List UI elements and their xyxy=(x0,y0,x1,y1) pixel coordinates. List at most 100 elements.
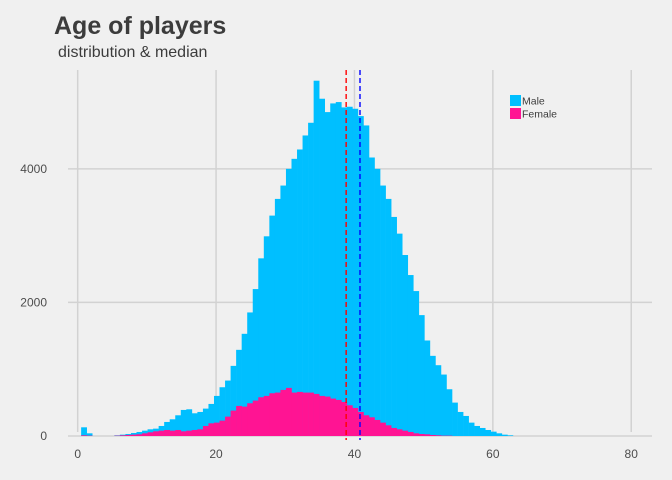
legend-swatch-female xyxy=(510,108,521,119)
bar-male xyxy=(297,149,303,436)
bar-male xyxy=(357,116,364,436)
bar-male xyxy=(368,157,375,436)
bar-male xyxy=(241,333,248,436)
legend: Male Female xyxy=(510,95,557,121)
bar-male xyxy=(169,419,176,436)
legend-label-female: Female xyxy=(522,109,557,121)
x-tick-label: 80 xyxy=(625,447,639,461)
bar-female xyxy=(402,430,409,436)
bar-male xyxy=(197,411,204,436)
bar-female xyxy=(142,433,148,436)
bar-male xyxy=(86,433,93,436)
bar-male xyxy=(496,433,503,436)
bar-female xyxy=(374,419,381,436)
bar-female xyxy=(285,387,292,436)
bar-male xyxy=(230,365,237,436)
bar-female xyxy=(197,429,204,436)
bar-female xyxy=(352,407,359,436)
bar-male xyxy=(280,185,287,436)
bar-male xyxy=(474,425,481,436)
bar-male xyxy=(446,389,453,436)
bar-female xyxy=(418,433,425,436)
bar-female xyxy=(180,431,187,436)
axis-layer: 0 20 40 60 80 0 2000 4000 xyxy=(20,162,638,461)
bar-female xyxy=(164,429,171,436)
bar-female xyxy=(357,411,364,436)
bar-female xyxy=(380,422,386,436)
bar-female xyxy=(225,416,231,436)
bar-male xyxy=(213,395,220,436)
bar-male xyxy=(463,415,469,436)
bar-male xyxy=(402,255,409,436)
y-tick-label: 4000 xyxy=(20,162,47,176)
bar-male xyxy=(407,275,414,436)
bar-male xyxy=(501,434,508,436)
bar-male xyxy=(363,125,370,436)
bar-female xyxy=(308,392,314,436)
bar-female xyxy=(258,397,265,436)
bar-female xyxy=(125,434,132,436)
bar-female xyxy=(81,435,87,436)
bar-male xyxy=(341,107,348,436)
bar-female xyxy=(324,396,331,436)
bar-male xyxy=(202,408,209,436)
bar-female xyxy=(269,393,276,436)
bar-female xyxy=(368,417,375,436)
bar-female xyxy=(158,430,165,436)
bar-male xyxy=(236,349,242,436)
bar-male xyxy=(374,168,381,436)
bar-male xyxy=(136,431,143,436)
bar-male xyxy=(175,415,182,436)
legend-swatch-male xyxy=(510,95,521,106)
bar-male xyxy=(391,216,397,436)
bar-male xyxy=(247,312,254,436)
bar-male xyxy=(285,168,292,436)
bar-male xyxy=(380,185,386,436)
bar-female xyxy=(385,425,392,436)
bar-male xyxy=(164,421,171,436)
median-layer xyxy=(345,70,361,440)
bar-male xyxy=(440,374,447,436)
bar-male xyxy=(457,411,464,436)
bar-female xyxy=(202,425,209,436)
bar-male xyxy=(313,80,320,436)
bar-female xyxy=(252,400,259,436)
bar-male xyxy=(180,409,187,436)
bar-male xyxy=(130,432,137,436)
bar-female xyxy=(396,429,403,436)
chart-title: Age of players xyxy=(54,12,227,40)
bar-male xyxy=(186,409,193,436)
bar-female xyxy=(302,392,309,436)
bar-male xyxy=(330,103,337,436)
bar-male xyxy=(291,158,298,436)
bar-female xyxy=(363,415,370,436)
bar-male xyxy=(274,198,281,436)
bar-female xyxy=(236,405,242,436)
bar-male xyxy=(468,422,475,436)
legend-label-male: Male xyxy=(522,96,545,108)
bar-female xyxy=(297,391,303,436)
bar-male xyxy=(191,413,198,436)
bar-female xyxy=(219,420,226,436)
bar-male xyxy=(142,430,148,436)
bar-female xyxy=(313,393,320,436)
bar-female xyxy=(280,389,287,436)
bar-male xyxy=(507,435,514,436)
bar-female xyxy=(413,433,420,436)
bar-female xyxy=(175,429,182,436)
bar-male xyxy=(396,233,403,436)
bar-female xyxy=(186,430,193,436)
bar-male xyxy=(219,387,226,436)
bar-male xyxy=(429,355,436,436)
bar-male xyxy=(335,102,342,436)
bar-female xyxy=(191,429,198,436)
bar-male xyxy=(208,403,215,436)
bar-male xyxy=(319,98,326,436)
bar-male xyxy=(269,215,276,436)
bar-male xyxy=(252,289,259,436)
bar-male xyxy=(490,431,497,436)
bar-male xyxy=(485,429,492,436)
x-tick-label: 20 xyxy=(209,447,223,461)
bar-female xyxy=(424,434,431,436)
